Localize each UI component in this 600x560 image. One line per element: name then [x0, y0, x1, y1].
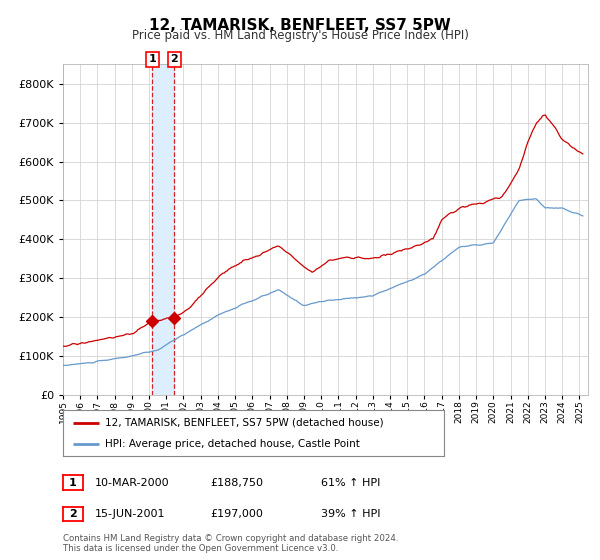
Text: £197,000: £197,000 — [210, 509, 263, 519]
Bar — [152, 64, 174, 395]
Text: 61% ↑ HPI: 61% ↑ HPI — [321, 478, 380, 488]
Text: 12, TAMARISK, BENFLEET, SS7 5PW: 12, TAMARISK, BENFLEET, SS7 5PW — [149, 18, 451, 33]
Text: 10-MAR-2000: 10-MAR-2000 — [95, 478, 169, 488]
Text: Price paid vs. HM Land Registry's House Price Index (HPI): Price paid vs. HM Land Registry's House … — [131, 29, 469, 42]
Text: 39% ↑ HPI: 39% ↑ HPI — [321, 509, 380, 519]
Text: 2: 2 — [69, 509, 77, 519]
Text: 2: 2 — [170, 54, 178, 64]
Text: 12, TAMARISK, BENFLEET, SS7 5PW (detached house): 12, TAMARISK, BENFLEET, SS7 5PW (detache… — [105, 418, 383, 428]
Text: 15-JUN-2001: 15-JUN-2001 — [95, 509, 166, 519]
Text: £188,750: £188,750 — [210, 478, 263, 488]
Text: 1: 1 — [69, 478, 77, 488]
Text: 1: 1 — [148, 54, 156, 64]
Text: Contains HM Land Registry data © Crown copyright and database right 2024.
This d: Contains HM Land Registry data © Crown c… — [63, 534, 398, 553]
Text: HPI: Average price, detached house, Castle Point: HPI: Average price, detached house, Cast… — [105, 439, 360, 449]
